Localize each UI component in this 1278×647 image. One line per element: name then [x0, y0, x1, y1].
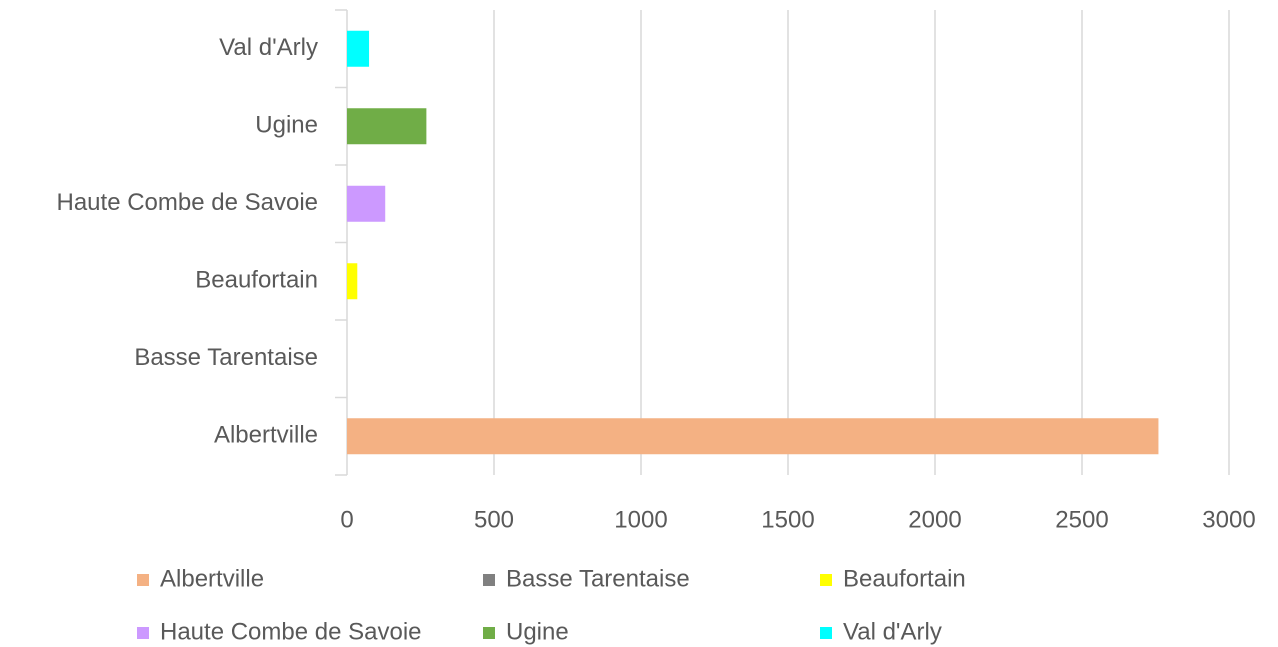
x-tick-label: 2500: [1055, 506, 1108, 533]
bar: [347, 185, 386, 222]
legend-label: Val d'Arly: [843, 618, 942, 645]
bar: [347, 418, 1159, 455]
x-tick-label: 1500: [761, 506, 814, 533]
bar: [347, 263, 358, 300]
y-tick-label: Haute Combe de Savoie: [57, 189, 319, 216]
legend-swatch: [483, 627, 495, 639]
legend-label: Basse Tarentaise: [506, 565, 690, 592]
y-tick-label: Albertville: [214, 422, 318, 449]
x-tick-label: 3000: [1202, 506, 1255, 533]
legend-label: Beaufortain: [843, 565, 966, 592]
legend-swatch: [483, 574, 495, 586]
y-tick-label: Beaufortain: [195, 267, 318, 294]
legend-label: Ugine: [506, 618, 569, 645]
legend-label: Albertville: [160, 565, 264, 592]
legend-swatch: [137, 627, 149, 639]
x-tick-label: 1000: [614, 506, 667, 533]
y-tick-label: Basse Tarentaise: [134, 344, 318, 371]
x-tick-label: 500: [474, 506, 514, 533]
legend-swatch: [820, 627, 832, 639]
legend-swatch: [820, 574, 832, 586]
y-tick-label: Ugine: [255, 112, 318, 139]
legend-label: Haute Combe de Savoie: [160, 618, 422, 645]
y-tick-label: Val d'Arly: [219, 34, 318, 61]
x-tick-label: 2000: [908, 506, 961, 533]
x-tick-label: 0: [340, 506, 353, 533]
bar: [347, 30, 370, 67]
bar: [347, 108, 427, 145]
legend-swatch: [137, 574, 149, 586]
